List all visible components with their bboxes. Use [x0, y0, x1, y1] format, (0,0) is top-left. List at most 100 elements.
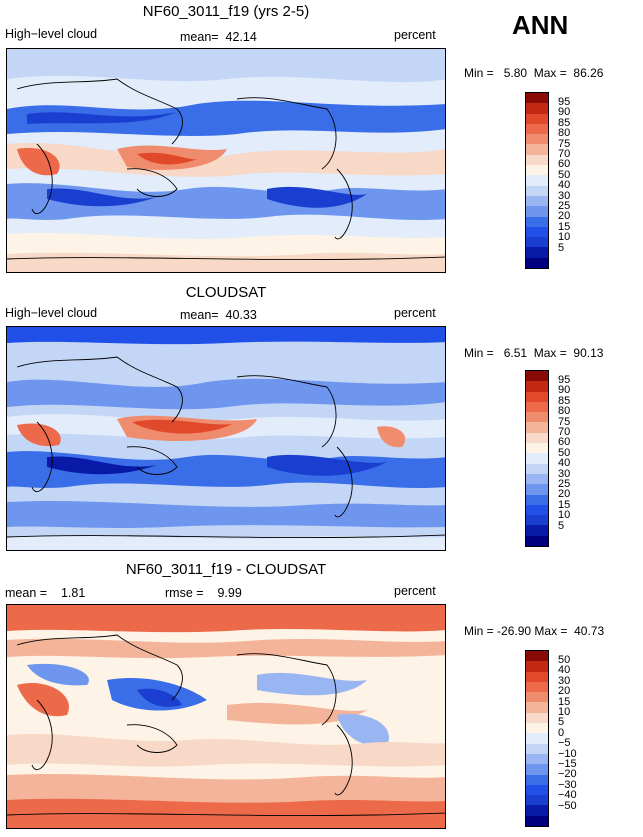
rmse-value: 9.99	[217, 586, 242, 600]
field-label: High−level cloud	[5, 306, 98, 320]
colorbar-tick-label: 60	[558, 158, 571, 171]
colorbar-tick-label: 10	[558, 509, 571, 522]
colorbar-tick-label: 20	[558, 210, 571, 223]
colorbar-tick-label: 50	[558, 446, 571, 459]
season-label: ANN	[512, 10, 569, 40]
map-diff	[6, 604, 446, 829]
colorbar-tick-label: 30	[558, 674, 571, 687]
colorbar-swatch	[526, 525, 548, 537]
colorbar-swatch	[526, 195, 548, 207]
colorbar-tick-label: 15	[558, 695, 571, 708]
colorbar-tick-label: 95	[558, 95, 571, 108]
colorbar-swatch	[526, 123, 548, 135]
colorbar-swatch	[526, 795, 548, 806]
colorbar-swatch	[526, 463, 548, 475]
colorbar-swatch	[526, 175, 548, 187]
max-value: 40.73	[574, 624, 605, 638]
colorbar-swatch	[526, 422, 548, 434]
colorbar-swatch	[526, 401, 548, 413]
colorbar-swatch	[526, 692, 548, 703]
colorbar-swatch	[526, 473, 548, 485]
colorbar-swatch	[526, 144, 548, 156]
colorbar-swatch	[526, 784, 548, 796]
colorbar-tick-label: 40	[558, 457, 571, 470]
colorbar-tick-label: −50	[558, 799, 577, 812]
colorbar-swatch	[526, 226, 548, 238]
colorbar-swatch	[526, 134, 548, 145]
colorbar-swatch	[526, 412, 548, 423]
colorbar-tick-label: −30	[558, 778, 577, 791]
colorbar-swatch	[526, 535, 548, 547]
field-label: High−level cloud	[5, 27, 98, 41]
colorbar-tick-label: 0	[558, 726, 565, 739]
rmse-label: rmse = 9.99	[165, 586, 242, 600]
colorbar-swatch	[526, 651, 548, 662]
colorbar-swatch	[526, 774, 548, 786]
colorbar-tick-label: −15	[558, 758, 577, 771]
colorbar-swatch	[526, 113, 548, 125]
colorbar-tick-label: 25	[558, 478, 571, 491]
colorbar-tick-label: 20	[558, 685, 571, 698]
colorbar-swatch	[526, 165, 548, 176]
colorbar-swatch	[526, 371, 548, 382]
colorbar-swatch	[526, 206, 548, 218]
mean-label: mean= 42.14	[180, 30, 257, 44]
colorbar-labels-obs: 95 90 85 80 75 70 60 50 40 30 25 20 15 10 5	[558, 370, 618, 547]
colorbar-tick-label: 5	[558, 241, 565, 254]
colorbar-swatch	[526, 391, 548, 403]
mean-value: 40.33	[225, 308, 257, 322]
colorbar-tick-label: 25	[558, 200, 571, 213]
colorbar-tick-label: 75	[558, 137, 571, 150]
colorbar-swatch	[526, 484, 548, 496]
colorbar-tick-label: 50	[558, 653, 571, 666]
mean-value: 42.14	[225, 30, 257, 44]
colorbar-tick-label: 5	[558, 716, 565, 729]
colorbar-tick-label: 85	[558, 116, 571, 129]
colorbar-swatch	[526, 681, 548, 693]
colorbar-swatch	[526, 815, 548, 827]
map-model	[6, 48, 446, 273]
units-label: percent	[394, 306, 436, 320]
colorbar-tick-label: 90	[558, 106, 571, 119]
colorbar-tick-label: −10	[558, 747, 577, 760]
minmax-readout: Min = 6.51 Max = 90.13	[464, 346, 604, 360]
colorbar-tick-label: 30	[558, 467, 571, 480]
colorbar-tick-label: 10	[558, 705, 571, 718]
colorbar-tick-label: 80	[558, 127, 571, 140]
colorbar-tick-label: 70	[558, 147, 571, 160]
heatmap-model	[7, 49, 445, 272]
colorbar-swatch	[526, 712, 548, 724]
min-value: 6.51	[503, 346, 528, 360]
colorbar-swatch	[526, 702, 548, 714]
colorbar-tick-label: 70	[558, 425, 571, 438]
colorbar-swatch	[526, 93, 548, 104]
colorbar-swatch	[526, 743, 548, 755]
panel-title: NF60_3011_f19 (yrs 2-5)	[142, 3, 310, 20]
min-value: 5.80	[503, 66, 528, 80]
mean-label: mean= 40.33	[180, 308, 257, 322]
colorbar-tick-label: 80	[558, 405, 571, 418]
colorbar-tick-label: 75	[558, 415, 571, 428]
colorbar-swatch	[526, 494, 548, 506]
colorbar-swatch	[526, 753, 548, 765]
colorbar-tick-label: 15	[558, 220, 571, 233]
colorbar-swatch	[526, 381, 548, 393]
map-obs	[6, 326, 446, 551]
colorbar-swatch	[526, 237, 548, 248]
colorbar-swatch	[526, 504, 548, 516]
colorbar-swatch	[526, 723, 548, 734]
colorbar-swatch	[526, 257, 548, 269]
colorbar-tick-label: 60	[558, 436, 571, 449]
min-value: -26.90	[497, 624, 532, 638]
mean-label: mean = 1.81	[5, 586, 86, 600]
max-value: 90.13	[573, 346, 604, 360]
colorbar-swatch	[526, 443, 548, 454]
colorbar-swatch	[526, 432, 548, 444]
heatmap-obs	[7, 327, 445, 550]
colorbar-tick-label: −20	[558, 768, 577, 781]
colorbar-swatch	[526, 453, 548, 465]
colorbar-swatch	[526, 185, 548, 197]
colorbar-model	[525, 92, 549, 269]
colorbar-tick-label: −5	[558, 737, 571, 750]
minmax-readout: Min = -26.90 Max = 40.73	[464, 624, 605, 638]
